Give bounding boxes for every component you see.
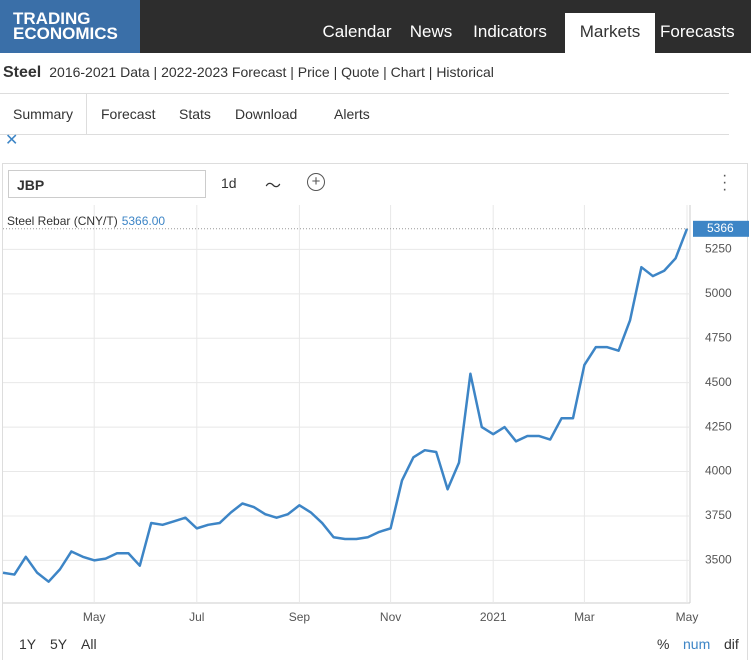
page-title: Steel bbox=[3, 64, 42, 81]
legend: Steel Rebar (CNY/T) 5366.00 bbox=[7, 214, 165, 228]
y-tick-label: 3750 bbox=[705, 508, 732, 522]
legend-label: Steel Rebar (CNY/T) bbox=[7, 214, 118, 228]
range[interactable]: 5Y bbox=[50, 636, 68, 652]
logo-line: ECONOMICS bbox=[13, 24, 118, 43]
chart-type-icon[interactable]: 〜 bbox=[265, 178, 282, 195]
symbol-input[interactable]: JBP bbox=[8, 170, 206, 198]
y-tick-label: 5000 bbox=[705, 286, 732, 300]
nav-item[interactable]: Markets bbox=[565, 13, 655, 53]
x-tick-label: Sep bbox=[289, 610, 311, 624]
x-tick-label: May bbox=[83, 610, 106, 624]
add-icon[interactable]: + bbox=[307, 173, 325, 191]
nav-item[interactable]: Indicators bbox=[473, 22, 547, 41]
breadcrumb: Steel 2016-2021 Data | 2022-2023 Forecast… bbox=[3, 64, 494, 82]
y-tick-label: 4000 bbox=[705, 464, 732, 478]
mode[interactable]: dif bbox=[724, 636, 739, 652]
y-tick-label: 5250 bbox=[705, 242, 732, 256]
x-tick-label: Jul bbox=[189, 610, 204, 624]
menu-icon[interactable]: · · · bbox=[722, 167, 728, 198]
x-tick-label: May bbox=[676, 610, 699, 624]
close-icon[interactable]: ✕ bbox=[5, 132, 19, 149]
x-tick-label: Mar bbox=[574, 610, 595, 624]
last-price-badge bbox=[693, 220, 749, 237]
range[interactable]: 1Y bbox=[19, 636, 37, 652]
tab[interactable]: Alerts bbox=[334, 106, 370, 122]
tab[interactable]: Download bbox=[235, 106, 298, 122]
y-tick-label: 4250 bbox=[705, 419, 732, 433]
line bbox=[2, 228, 689, 583]
legend-value: 5366.00 bbox=[122, 214, 166, 228]
mode[interactable]: % bbox=[657, 636, 670, 652]
last-price-label: 5366 bbox=[707, 221, 734, 235]
x-tick-label: Nov bbox=[380, 610, 401, 624]
logo-line: TRADING bbox=[13, 9, 91, 28]
chart-box bbox=[2, 163, 748, 660]
tabs: Summary Forecast Stats Download Alerts bbox=[0, 93, 729, 135]
mode[interactable]: num bbox=[683, 636, 711, 652]
tab[interactable]: Summary bbox=[0, 94, 87, 134]
nav-item[interactable]: Calendar bbox=[322, 22, 392, 41]
y-tick-label: 4750 bbox=[705, 330, 732, 344]
y-tick-label: 3500 bbox=[705, 553, 732, 567]
tab[interactable]: Forecast bbox=[101, 106, 156, 122]
tab[interactable]: Stats bbox=[179, 106, 211, 122]
chart: 3500 3750 4000 4250 4500 4750 5000 5250 May Jul Se… bbox=[2, 205, 749, 624]
logo[interactable]: TRADING ECONOMICS bbox=[0, 0, 140, 53]
header: TRADING ECONOMICS Calendar News Indicator… bbox=[0, 0, 751, 53]
links[interactable]: 2016-2021 Data | 2022-2023 Forecast | Pr… bbox=[49, 64, 494, 80]
nav-item[interactable]: News bbox=[409, 22, 453, 41]
x-tick-label: 2021 bbox=[480, 610, 507, 624]
y-tick-label: 4500 bbox=[705, 375, 732, 389]
range[interactable]: All bbox=[81, 636, 97, 652]
interval[interactable]: 1d bbox=[221, 175, 237, 191]
nav-item[interactable]: Forecasts bbox=[660, 22, 735, 41]
